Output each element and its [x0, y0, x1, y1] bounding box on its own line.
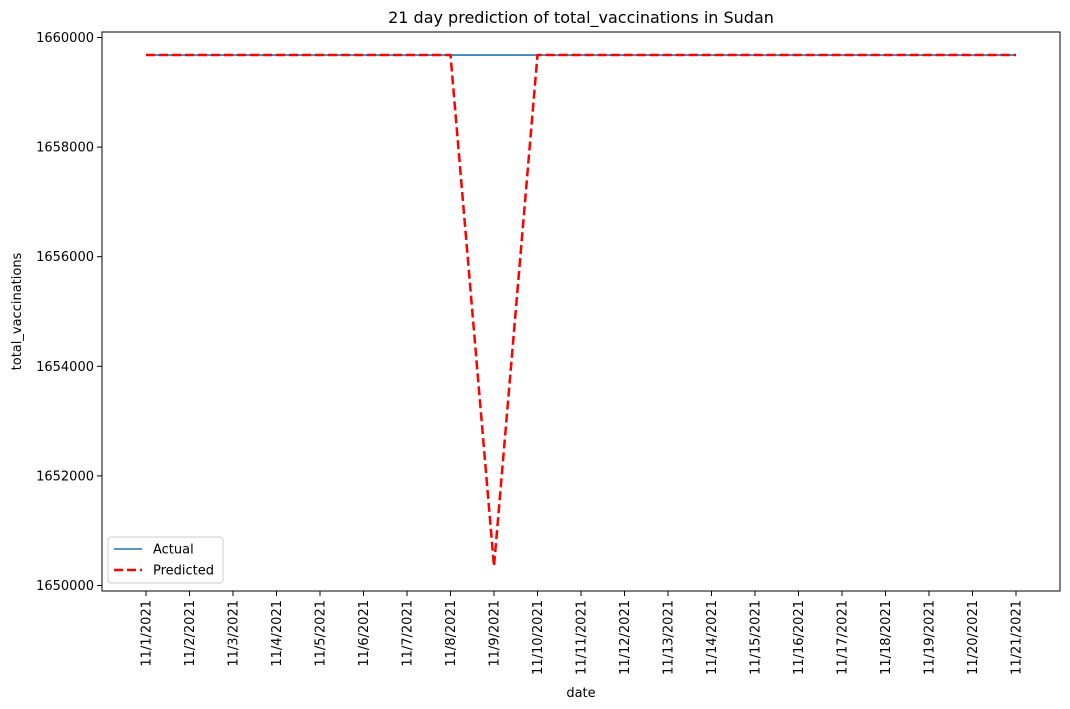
x-tick-label: 11/21/2021 — [1010, 600, 1025, 675]
x-tick-label: 11/14/2021 — [705, 600, 720, 675]
x-tick-label: 11/17/2021 — [836, 600, 851, 675]
y-axis-label: total_vaccinations — [10, 252, 25, 370]
x-tick-label: 11/7/2021 — [401, 600, 416, 667]
x-axis-label: date — [566, 686, 595, 701]
x-tick-label: 11/12/2021 — [618, 600, 633, 675]
x-tick-label: 11/15/2021 — [749, 600, 764, 675]
x-tick-label: 11/1/2021 — [140, 600, 155, 667]
x-tick-label: 11/11/2021 — [575, 600, 590, 675]
y-axis: 1650000 1652000 1654000 1656000 1658000 16600… — [36, 31, 102, 594]
y-tick-label: 1656000 — [36, 250, 94, 265]
x-tick-label: 11/3/2021 — [227, 600, 242, 667]
x-tick-label: 11/2/2021 — [183, 600, 198, 667]
x-tick-label: 11/6/2021 — [357, 600, 372, 667]
x-tick-label: 11/13/2021 — [662, 600, 677, 675]
legend-label-actual: Actual — [153, 543, 194, 558]
y-tick-label: 1652000 — [36, 469, 94, 484]
y-tick-label: 1660000 — [36, 31, 94, 46]
chart-title: 21 day prediction of total_vaccinations … — [388, 8, 774, 28]
series-line-predicted — [146, 53, 1016, 568]
x-tick-label: 11/18/2021 — [879, 600, 894, 675]
x-tick-label: 11/20/2021 — [966, 600, 981, 675]
x-tick-label: 11/19/2021 — [923, 600, 938, 675]
x-tick-label: 11/8/2021 — [444, 600, 459, 667]
y-tick-label: 1658000 — [36, 141, 94, 156]
x-tick-label: 11/10/2021 — [531, 600, 546, 675]
x-tick-label: 11/5/2021 — [314, 600, 329, 667]
y-tick-label: 1654000 — [36, 360, 94, 375]
series-layer — [146, 53, 1016, 568]
x-tick-label: 11/9/2021 — [488, 600, 503, 667]
plot-area-frame — [101, 31, 1061, 592]
x-tick-label: 11/16/2021 — [792, 600, 807, 675]
x-axis: 11/1/2021 11/2/2021 11/3/2021 11/4/2021 11/5… — [140, 591, 1025, 675]
legend-label-predicted: Predicted — [153, 564, 214, 579]
x-tick-label: 11/4/2021 — [270, 600, 285, 667]
legend: Actual Predicted — [107, 536, 224, 584]
y-tick-label: 1650000 — [36, 579, 94, 594]
